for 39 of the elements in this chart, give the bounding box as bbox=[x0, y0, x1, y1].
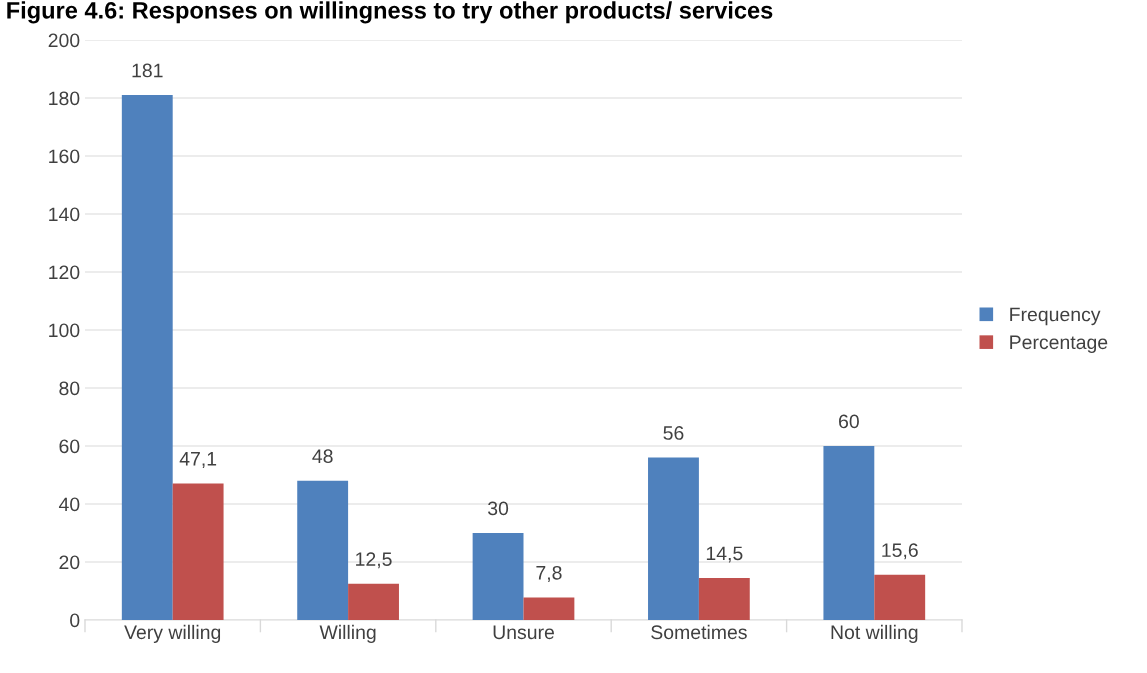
bar bbox=[297, 480, 349, 620]
bar bbox=[348, 583, 399, 620]
legend-label: Percentage bbox=[1010, 335, 1108, 353]
bar bbox=[874, 574, 926, 620]
y-tick-label: 60 bbox=[59, 439, 80, 454]
y-tick-label: 40 bbox=[58, 497, 80, 512]
chart-title: Figure 4.6: Responses on willingness to try other products/ services bbox=[7, 1, 773, 24]
data-label: 30 bbox=[488, 501, 509, 516]
y-tick-label: 20 bbox=[59, 555, 80, 570]
data-label: 181 bbox=[132, 63, 163, 78]
y-tick-label: 120 bbox=[49, 265, 80, 280]
x-tick-label: Not willing bbox=[831, 624, 918, 643]
bar bbox=[172, 483, 224, 620]
y-tick-label: 140 bbox=[49, 207, 80, 222]
data-label: 7,8 bbox=[536, 565, 562, 582]
x-tick-label: Unsure bbox=[493, 625, 554, 640]
x-tick-label: Sometimes bbox=[651, 624, 747, 640]
bar bbox=[698, 577, 750, 620]
y-tick-label: 160 bbox=[49, 149, 80, 164]
bar bbox=[121, 95, 173, 620]
data-label: 15,6 bbox=[882, 543, 918, 560]
bar bbox=[648, 457, 699, 620]
legend-label: Frequency bbox=[1010, 307, 1101, 326]
x-tick-label: Willing bbox=[319, 624, 376, 643]
y-tick-label: 180 bbox=[49, 91, 80, 106]
bar bbox=[823, 446, 875, 620]
data-label: 12,5 bbox=[356, 552, 392, 569]
data-label: 56 bbox=[663, 426, 684, 440]
bar bbox=[472, 533, 524, 620]
x-tick-label: Very willing bbox=[124, 624, 221, 643]
data-label: 14,5 bbox=[706, 546, 743, 563]
y-tick-label: 0 bbox=[70, 613, 80, 628]
data-label: 60 bbox=[839, 414, 859, 429]
y-tick-label: 100 bbox=[49, 323, 80, 338]
y-tick-label: 200 bbox=[48, 33, 80, 48]
data-label: 47,1 bbox=[179, 452, 217, 468]
y-tick-label: 80 bbox=[59, 381, 80, 396]
bar bbox=[523, 597, 575, 620]
data-label: 48 bbox=[312, 449, 333, 464]
